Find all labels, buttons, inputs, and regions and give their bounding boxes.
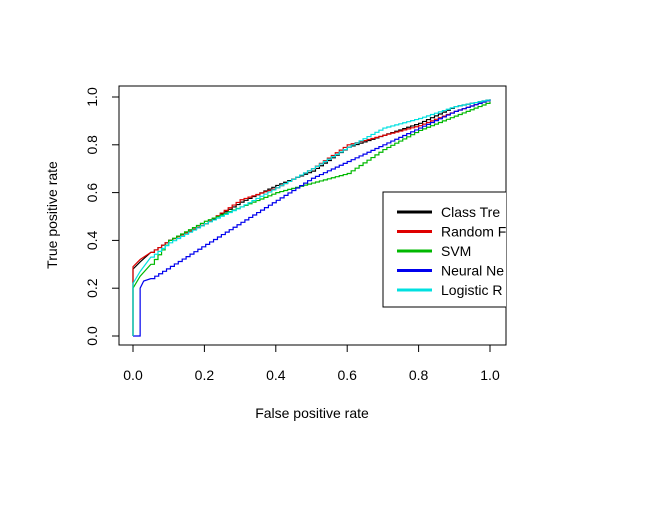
legend-label-logistic-r: Logistic R [441,282,502,298]
y-axis: 0.0 0.2 0.4 0.6 0.8 1.0 [84,87,120,346]
x-tick-label: 0.4 [266,367,286,383]
legend-label-neural-ne: Neural Ne [441,263,504,279]
y-tick-label: 1.0 [84,87,100,107]
series-layer [132,99,491,337]
x-axis-label: False positive rate [255,405,369,421]
x-tick-label: 0.0 [123,367,143,383]
y-tick-label: 0.2 [84,278,100,298]
series-line-svm [132,101,491,336]
legend-label-svm: SVM [441,243,471,259]
y-tick-label: 0.4 [84,230,100,250]
x-tick-label: 1.0 [480,367,500,383]
y-axis-label: True positive rate [44,161,60,269]
x-axis: 0.0 0.2 0.4 0.6 0.8 1.0 [123,344,500,383]
legend: Class Tre Random F SVM Neural Ne Logistic R [382,191,506,308]
y-tick-label: 0.0 [84,326,100,346]
x-tick-label: 0.6 [337,367,357,383]
legend-label-random-f: Random F [441,224,506,240]
series-line-logistic-r [132,99,491,336]
x-tick-label: 0.2 [195,367,215,383]
x-tick-label: 0.8 [409,367,429,383]
y-tick-label: 0.6 [84,183,100,203]
legend-label-class-tre: Class Tre [441,204,500,220]
series-line-neural-ne [133,99,491,337]
y-tick-label: 0.8 [84,135,100,155]
